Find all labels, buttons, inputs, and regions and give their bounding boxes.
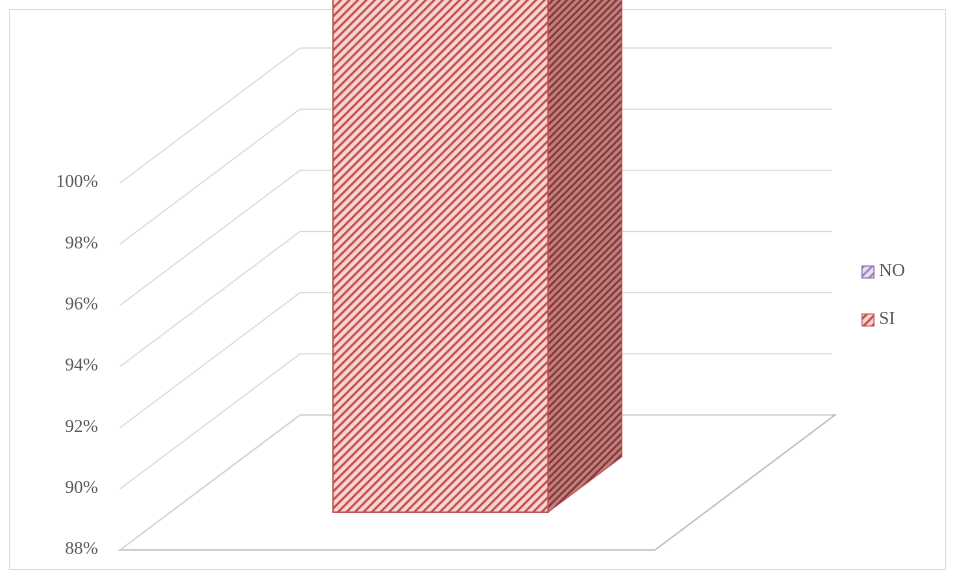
legend-label: NO: [879, 260, 905, 280]
grid-line-side: [119, 108, 301, 245]
y-tick-label: 98%: [65, 232, 98, 252]
grid-line-side: [119, 231, 301, 367]
grid-line-side: [119, 47, 301, 184]
legend-swatch: [861, 265, 875, 279]
legend-label: SI: [879, 308, 895, 328]
grid-line-side: [119, 169, 301, 306]
grid-line-side: [119, 292, 301, 429]
y-tick-label: 96%: [65, 293, 98, 313]
y-tick-label: 100%: [56, 171, 98, 191]
bar: [332, 0, 549, 513]
y-tick-label: 90%: [65, 477, 98, 497]
bar-side: [547, 0, 623, 514]
y-tick-label: 92%: [65, 416, 98, 436]
legend-swatch: [861, 313, 875, 327]
y-tick-label: 88%: [65, 538, 98, 558]
y-tick-label: 94%: [65, 355, 98, 375]
grid-line-side: [119, 353, 301, 490]
grid-line-side: [119, 414, 301, 551]
